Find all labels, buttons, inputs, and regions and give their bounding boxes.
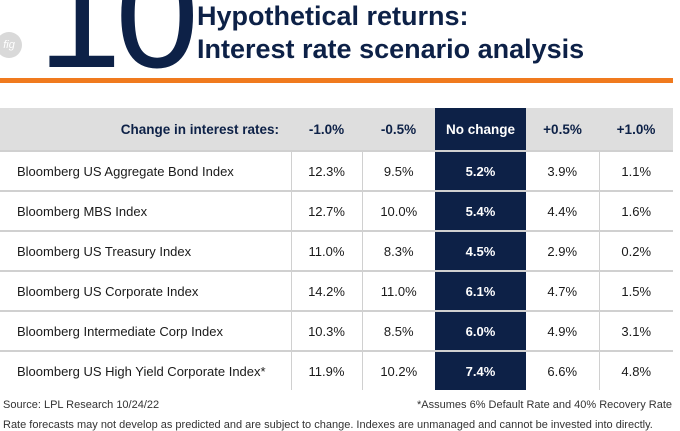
figure-header: 10 fig Hypothetical returns: Interest ra… [0,0,680,90]
row-label: Bloomberg US Corporate Index [0,271,291,311]
table-cell: 8.5% [361,311,435,351]
header-divider [0,78,673,83]
column-header-minus-1: -1.0% [291,108,362,151]
table-cell: 1.6% [598,191,673,231]
table-cell-highlight: 5.4% [435,191,526,231]
table-cell: 9.5% [361,151,435,191]
table-cell-highlight: 5.2% [435,151,526,191]
table-cell: 3.9% [526,151,599,191]
table-cell: 10.2% [361,351,435,390]
row-label: Bloomberg MBS Index [0,191,291,231]
table-cell: 11.9% [290,351,362,390]
table-cell: 12.7% [290,191,362,231]
title-line-1: Hypothetical returns: [197,1,469,31]
table-cell: 14.2% [290,271,362,311]
column-header-label: Change in interest rates: [0,108,291,151]
title-line-2: Interest rate scenario analysis [197,34,585,64]
table-cell: 3.1% [598,311,673,351]
column-header-minus-0-5: -0.5% [362,108,435,151]
table-cell: 11.0% [361,271,435,311]
table-cell-highlight: 7.4% [435,351,526,390]
source-note: Source: LPL Research 10/24/22 [3,399,160,411]
table-cell: 4.9% [526,311,599,351]
table-row: Bloomberg US Treasury Index 11.0% 8.3% 4… [0,231,673,271]
table-row: Bloomberg Intermediate Corp Index 10.3% … [0,311,673,351]
table-cell: 12.3% [290,151,362,191]
column-header-plus-0-5: +0.5% [526,108,599,151]
row-label: Bloomberg US Treasury Index [0,231,291,271]
figure-number: 10 [38,0,199,99]
table-cell: 10.3% [290,311,362,351]
table-cell-highlight: 4.5% [435,231,526,271]
row-label: Bloomberg US High Yield Corporate Index* [0,351,291,390]
page-title: Hypothetical returns: Interest rate scen… [197,0,584,66]
column-header-plus-1: +1.0% [599,108,673,151]
table-header-row: Change in interest rates: -1.0% -0.5% No… [0,108,673,151]
table-cell: 8.3% [361,231,435,271]
fig-badge-icon: fig [0,32,22,58]
table-cell: 4.4% [526,191,599,231]
table-cell-highlight: 6.0% [435,311,526,351]
table-row: Bloomberg US Aggregate Bond Index 12.3% … [0,151,673,191]
table-row: Bloomberg MBS Index 12.7% 10.0% 5.4% 4.4… [0,191,673,231]
disclaimer: Rate forecasts may not develop as predic… [3,419,653,431]
table-row: Bloomberg US Corporate Index 14.2% 11.0%… [0,271,673,311]
table-cell: 0.2% [598,231,673,271]
table-row: Bloomberg US High Yield Corporate Index*… [0,351,673,390]
assumption-note: *Assumes 6% Default Rate and 40% Recover… [417,399,672,411]
scenario-table: Change in interest rates: -1.0% -0.5% No… [0,108,673,390]
table-cell: 10.0% [361,191,435,231]
table-cell-highlight: 6.1% [435,271,526,311]
row-label: Bloomberg US Aggregate Bond Index [0,151,291,191]
table-cell: 1.5% [598,271,673,311]
table-cell: 4.8% [598,351,673,390]
row-label: Bloomberg Intermediate Corp Index [0,311,291,351]
table-cell: 11.0% [290,231,362,271]
table-cell: 4.7% [526,271,599,311]
table-cell: 1.1% [598,151,673,191]
table-cell: 6.6% [526,351,599,390]
column-header-no-change: No change [435,108,526,151]
table-cell: 2.9% [526,231,599,271]
